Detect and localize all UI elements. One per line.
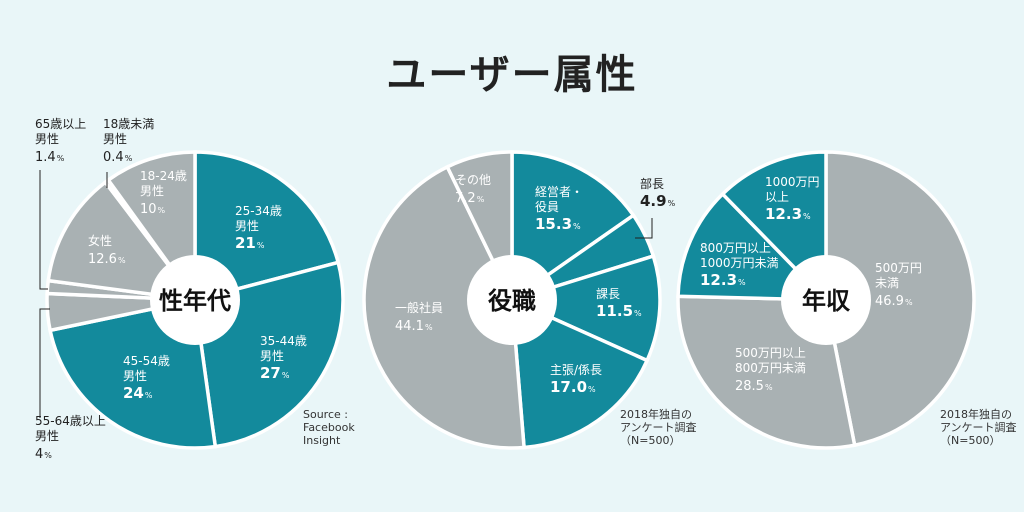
slice-value: 7.2% <box>455 191 485 206</box>
slice-label: 500万円以上 800万円未満 <box>735 346 806 375</box>
source-note-survey-position: 2018年独自の アンケート調査 （N=500） <box>620 408 697 447</box>
slice-value: 15.3% <box>535 215 581 233</box>
slice-label: その他 <box>455 173 491 187</box>
slice-value: 28.5% <box>735 379 773 394</box>
slice-label: 500万円未満 <box>875 261 922 290</box>
slice-value: 4.9% <box>640 192 676 210</box>
pie-center-label: 性年代 <box>159 287 231 315</box>
slice-value: 4% <box>35 447 52 462</box>
slice-label: 一般社員 <box>395 300 443 315</box>
leader-line <box>635 218 653 239</box>
pie-slice <box>510 297 650 450</box>
income-pie: 年収 500万円未満 46.9% 500万円以上 800万円未満 28.5% 800万円以上… <box>676 150 976 450</box>
pie-slice <box>46 179 199 303</box>
slice-value: 17.0% <box>550 378 596 396</box>
slice-value: 0.4% <box>103 150 133 165</box>
slice-value: 1.4% <box>35 150 65 165</box>
slice-label: 800万円以上 1000万円未満 <box>700 241 779 270</box>
slice-value: 27% <box>260 364 290 382</box>
source-note-survey-income: 2018年独自の アンケート調査 （N=500） <box>940 408 1017 447</box>
slice-label: 主張/係長 <box>550 363 602 377</box>
pie-center-label: 役職 <box>488 287 536 315</box>
slice-label: 課長 <box>596 286 620 301</box>
pie-slice <box>824 150 976 448</box>
slice-value: 21% <box>235 234 265 252</box>
slice-value: 46.9% <box>875 294 913 309</box>
pie-slice <box>510 150 636 304</box>
slice-value: 44.1% <box>395 319 433 334</box>
pie-center <box>467 255 557 345</box>
slice-label: 経営者・役員 <box>535 185 583 214</box>
slice-value: 10% <box>140 202 166 217</box>
slice-value: 12.6% <box>88 252 126 267</box>
slice-label: 18歳未満男性 <box>103 117 154 146</box>
pie-center <box>781 255 871 345</box>
pie-center-label: 年収 <box>802 287 851 315</box>
page-title: ユーザー属性 <box>386 52 638 98</box>
slice-label: 女性 <box>88 233 112 248</box>
leader-line <box>39 308 50 418</box>
pie-slice <box>193 150 341 303</box>
slice-label: 55-64歳以上男性 <box>35 414 106 443</box>
slice-value: 12.3% <box>700 271 746 289</box>
slice-label: 部長 <box>640 176 664 191</box>
slice-label: 1000万円以上 <box>765 175 820 204</box>
pie-slice <box>507 253 662 363</box>
slice-label: 25-34歳男性 <box>235 204 282 233</box>
slice-label: 65歳以上男性 <box>35 117 86 146</box>
pie-center <box>150 255 240 345</box>
slice-value: 24% <box>123 384 153 402</box>
pie-slice <box>720 150 828 305</box>
pie-slice <box>676 191 831 302</box>
slice-value: 11.5% <box>596 302 642 320</box>
pie-slice <box>362 164 526 450</box>
slice-label: 35-44歳男性 <box>260 334 307 363</box>
slice-value: 12.3% <box>765 205 811 223</box>
slice-label: 18-24歳男性 <box>140 169 187 198</box>
slice-label: 45-54歳男性 <box>123 354 170 383</box>
leader-line <box>39 170 48 290</box>
source-note-facebook: Source : Facebook Insight <box>303 408 355 447</box>
